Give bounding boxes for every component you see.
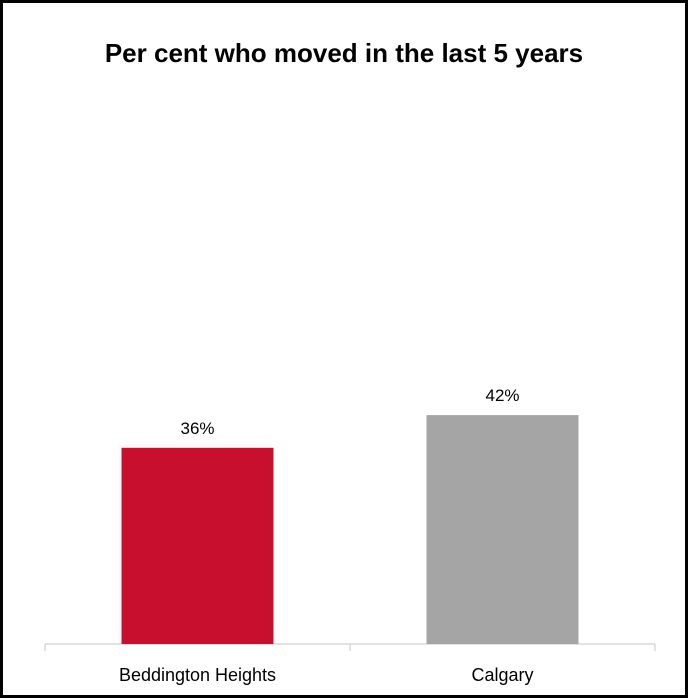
data-label: 42% [485, 386, 519, 405]
x-tick-label: Calgary [471, 665, 533, 685]
chart-marks: 36% Beddington Heights 42% Calgary [44, 386, 656, 685]
bar-chart: 36% Beddington Heights 42% Calgary [44, 386, 656, 685]
chart-title: Per cent who moved in the last 5 years [104, 38, 584, 68]
data-label: 36% [180, 419, 214, 438]
x-tick-label: Beddington Heights [119, 665, 276, 685]
bar-beddington-heights [121, 447, 274, 644]
bar-calgary [426, 415, 579, 644]
